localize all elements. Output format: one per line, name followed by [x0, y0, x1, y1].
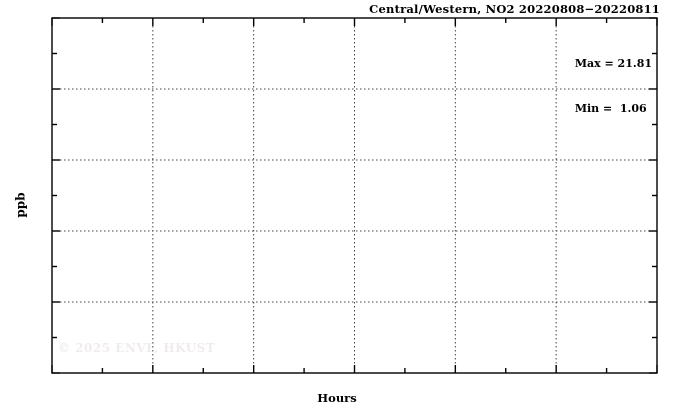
x-axis-label: Hours	[317, 391, 357, 405]
watermark: © 2025 ENVF, HKUST	[58, 341, 216, 355]
chart-title: Central/Western, NO2 20220808−20220811	[369, 2, 660, 16]
stats-box: Max = 21.81 Min = 1.06	[575, 26, 652, 146]
min-value-label: Min = 1.06	[574, 102, 647, 115]
max-value-label: Max = 21.81	[574, 57, 652, 70]
